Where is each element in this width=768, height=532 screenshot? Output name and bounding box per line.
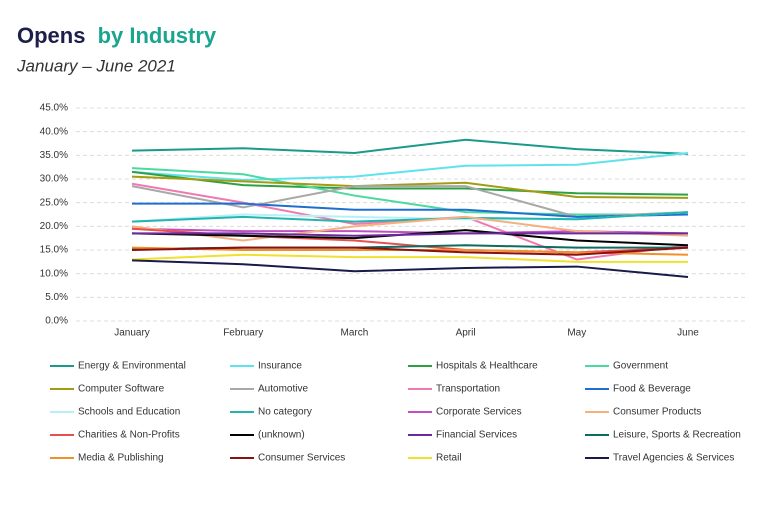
- y-tick-label: 10.0%: [40, 268, 68, 279]
- legend-label: Leisure, Sports & Recreation: [613, 430, 741, 441]
- series-line: [132, 202, 689, 218]
- legend-label: Energy & Environmental: [78, 361, 186, 372]
- y-tick-label: 25.0%: [40, 197, 68, 208]
- legend-label: Financial Services: [436, 430, 517, 441]
- legend-label: No category: [258, 407, 312, 418]
- legend-label: Insurance: [258, 361, 302, 372]
- x-tick-label: February: [223, 328, 263, 339]
- legend-label: Consumer Products: [613, 407, 701, 418]
- legend-label: Hospitals & Healthcare: [436, 361, 538, 372]
- x-tick-label: April: [456, 328, 476, 339]
- legend-label: Consumer Services: [258, 453, 345, 464]
- legend-label: Computer Software: [78, 384, 165, 395]
- y-tick-label: 40.0%: [40, 126, 68, 137]
- legend-label: Corporate Services: [436, 407, 522, 418]
- legend-label: Travel Agencies & Services: [613, 453, 734, 464]
- series-line: [131, 246, 689, 256]
- x-tick-label: March: [341, 328, 369, 339]
- legend-label: Automotive: [258, 384, 308, 395]
- series-line: [132, 232, 688, 237]
- series-line: [131, 253, 688, 263]
- series-line: [131, 185, 689, 218]
- y-tick-label: 15.0%: [40, 245, 68, 256]
- y-tick-label: 45.0%: [40, 103, 68, 114]
- x-tick-label: June: [677, 328, 699, 339]
- series-line: [131, 175, 689, 199]
- y-tick-label: 0.0%: [45, 316, 68, 327]
- y-tick-label: 20.0%: [40, 221, 68, 232]
- series-line: [131, 151, 689, 181]
- y-tick-label: 35.0%: [40, 150, 68, 161]
- x-tick-label: January: [114, 328, 150, 339]
- x-tick-label: May: [567, 328, 586, 339]
- legend-label: Schools and Education: [78, 407, 180, 418]
- chart-title: Opens by Industry: [17, 23, 217, 48]
- legend-label: Food & Beverage: [613, 384, 691, 395]
- series-line: [131, 138, 689, 155]
- legend-label: (unknown): [258, 430, 305, 441]
- series-line: [131, 259, 689, 278]
- series-line: [131, 211, 689, 223]
- legend-label: Retail: [436, 453, 462, 464]
- series-line: [131, 215, 689, 242]
- legend-label: Charities & Non-Profits: [78, 430, 180, 441]
- y-tick-label: 5.0%: [45, 292, 68, 303]
- legend-label: Government: [613, 361, 668, 372]
- series-line: [131, 167, 688, 216]
- series-line: [131, 170, 689, 196]
- y-tick-label: 30.0%: [40, 174, 68, 185]
- subtitle: January – June 2021: [16, 56, 176, 75]
- legend-label: Transportation: [436, 384, 500, 395]
- legend-label: Media & Publishing: [78, 453, 164, 464]
- title-part: by Industry: [98, 23, 217, 48]
- title-part: Opens: [17, 23, 85, 48]
